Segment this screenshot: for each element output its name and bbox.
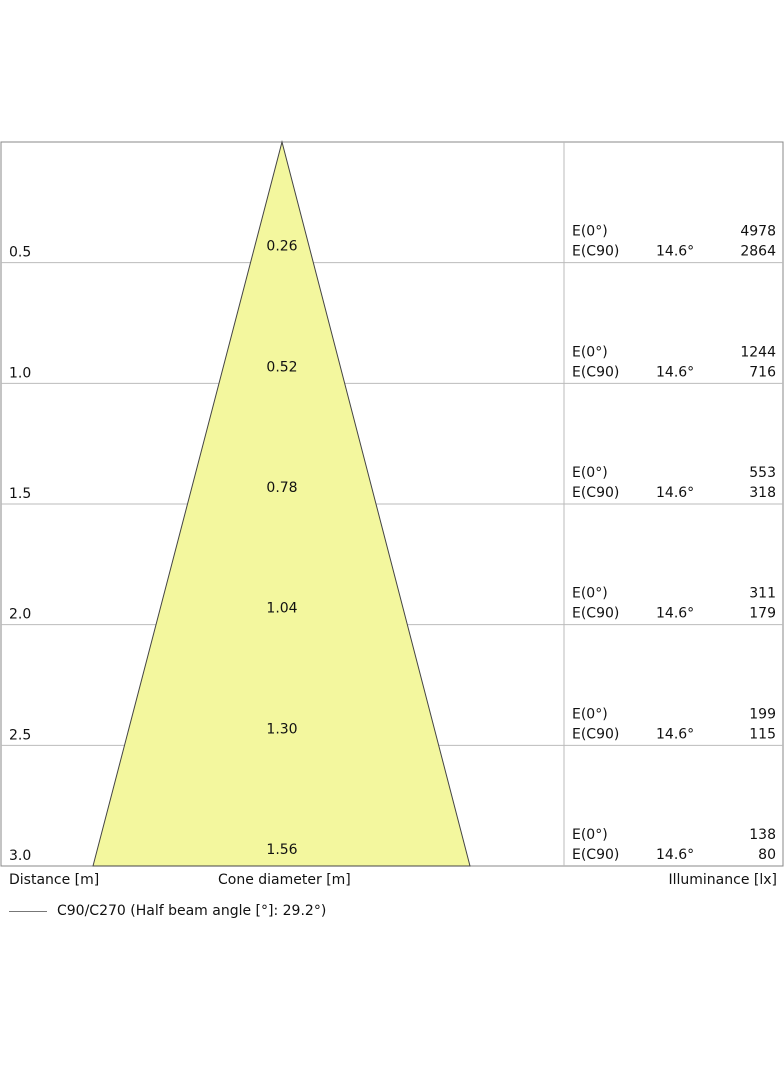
ec90-angle: 14.6°	[656, 847, 694, 863]
legend-text: C90/C270 (Half beam angle [°]: 29.2°)	[57, 903, 327, 919]
ec90-label: E(C90)	[572, 364, 619, 380]
ec90-value: 179	[749, 606, 776, 622]
ec90-angle: 14.6°	[656, 485, 694, 501]
cone-diameter-value: 1.04	[266, 601, 297, 617]
e0-value: 311	[749, 586, 776, 602]
legend: C90/C270 (Half beam angle [°]: 29.2°)	[9, 902, 326, 920]
distance-value: 3.0	[9, 848, 31, 864]
ec90-angle: 14.6°	[656, 244, 694, 260]
distance-value: 1.0	[9, 365, 31, 381]
e0-value: 1244	[740, 344, 776, 360]
e0-value: 4978	[740, 224, 776, 240]
e0-label: E(0°)	[572, 465, 608, 481]
cone-diameter-value: 1.30	[266, 721, 297, 737]
e0-label: E(0°)	[572, 224, 608, 240]
ec90-angle: 14.6°	[656, 726, 694, 742]
ec90-angle: 14.6°	[656, 606, 694, 622]
ec90-label: E(C90)	[572, 726, 619, 742]
e0-label: E(0°)	[572, 344, 608, 360]
e0-value: 138	[749, 827, 776, 843]
e0-label: E(0°)	[572, 827, 608, 843]
cone-diameter-axis-label: Cone diameter [m]	[218, 872, 351, 888]
distance-value: 2.5	[9, 727, 31, 743]
distance-axis-label: Distance [m]	[9, 872, 100, 888]
e0-label: E(0°)	[572, 706, 608, 722]
illuminance-axis-label: Illuminance [lx]	[668, 872, 778, 888]
legend-line-swatch	[9, 910, 47, 912]
distance-value: 1.5	[9, 486, 31, 502]
cone-diameter-value: 0.26	[266, 239, 297, 255]
ec90-value: 716	[749, 364, 776, 380]
cone-diameter-value: 0.52	[266, 359, 297, 375]
ec90-label: E(C90)	[572, 847, 619, 863]
ec90-value: 80	[758, 847, 776, 863]
ec90-label: E(C90)	[572, 606, 619, 622]
ec90-label: E(C90)	[572, 485, 619, 501]
e0-value: 553	[749, 465, 776, 481]
ec90-value: 2864	[740, 244, 776, 260]
e0-label: E(0°)	[572, 586, 608, 602]
distance-value: 0.5	[9, 245, 31, 261]
cone-diameter-value: 0.78	[266, 480, 297, 496]
light-cone	[92, 140, 471, 867]
distance-value: 2.0	[9, 607, 31, 623]
cone-diameter-value: 1.56	[266, 842, 297, 858]
ec90-label: E(C90)	[572, 244, 619, 260]
ec90-value: 318	[749, 485, 776, 501]
ec90-value: 115	[749, 726, 776, 742]
ec90-angle: 14.6°	[656, 364, 694, 380]
e0-value: 199	[749, 706, 776, 722]
rows-layer: 0.5 0.26 E(0°) 4978 E(C90) 14.6° 2864 1.0 0.52 E(…	[9, 224, 776, 864]
